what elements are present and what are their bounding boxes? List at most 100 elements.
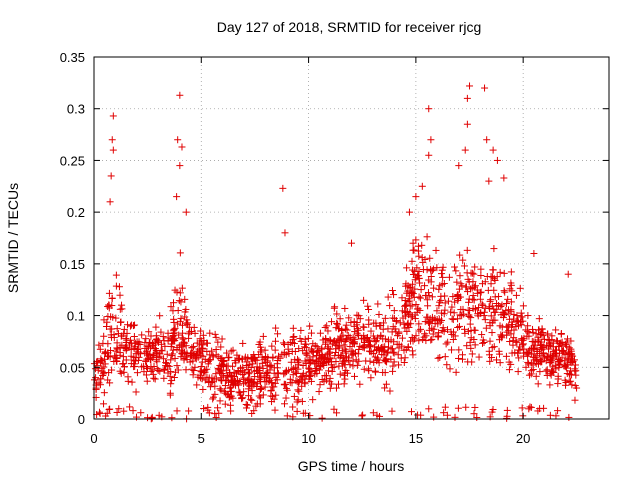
data-point <box>240 388 248 396</box>
data-point <box>408 257 416 265</box>
data-point <box>120 368 128 376</box>
data-point <box>355 312 363 320</box>
data-point <box>177 314 185 322</box>
data-point <box>423 266 431 274</box>
data-point <box>423 296 431 304</box>
data-point <box>131 321 139 329</box>
data-point <box>176 91 184 99</box>
data-point <box>170 318 178 326</box>
data-point <box>109 146 117 154</box>
data-point <box>349 350 357 358</box>
data-point <box>318 376 326 384</box>
data-point <box>306 322 314 330</box>
data-point <box>471 282 479 290</box>
data-point <box>175 331 183 339</box>
data-point <box>260 373 268 381</box>
data-point <box>152 339 160 347</box>
data-point <box>217 343 225 351</box>
data-point <box>316 362 324 370</box>
data-point <box>179 343 187 351</box>
data-point <box>461 329 469 337</box>
data-point <box>486 297 494 305</box>
data-point <box>534 380 542 388</box>
data-point <box>201 368 209 376</box>
data-point <box>104 376 112 384</box>
data-point <box>353 361 361 369</box>
data-point <box>546 381 554 389</box>
data-point <box>402 346 410 354</box>
data-point <box>108 136 116 144</box>
data-point <box>289 403 297 411</box>
data-point <box>256 394 264 402</box>
data-point <box>410 246 418 254</box>
data-point <box>490 245 498 253</box>
data-point <box>127 346 135 354</box>
data-point <box>244 401 252 409</box>
data-point <box>386 302 394 310</box>
data-point <box>441 403 449 411</box>
data-point <box>247 354 255 362</box>
data-point <box>485 303 493 311</box>
data-point <box>510 334 518 342</box>
data-point <box>218 335 226 343</box>
data-point <box>347 319 355 327</box>
data-point <box>324 345 332 353</box>
data-point <box>506 337 514 345</box>
data-point <box>465 311 473 319</box>
data-point <box>533 346 541 354</box>
data-point <box>409 239 417 247</box>
data-point <box>262 370 270 378</box>
data-point <box>152 356 160 364</box>
data-point <box>554 407 562 415</box>
data-point <box>337 336 345 344</box>
data-point <box>331 303 339 311</box>
data-point <box>345 356 353 364</box>
data-point <box>475 353 483 361</box>
data-point <box>454 291 462 299</box>
data-points <box>90 82 581 423</box>
data-point <box>324 327 332 335</box>
data-point <box>199 341 207 349</box>
data-point <box>468 350 476 358</box>
data-point <box>476 295 484 303</box>
data-point <box>181 348 189 356</box>
data-point <box>208 347 216 355</box>
data-point <box>456 272 464 280</box>
data-point <box>562 378 570 386</box>
data-point <box>148 414 156 422</box>
data-point <box>127 360 135 368</box>
x-tick-labels: 0 5 10 15 20 <box>90 431 530 446</box>
data-point <box>133 345 141 353</box>
data-point <box>295 345 303 353</box>
data-point <box>426 254 434 262</box>
data-point <box>290 364 298 372</box>
data-point <box>527 359 535 367</box>
data-point <box>417 294 425 302</box>
data-point <box>341 304 349 312</box>
data-point <box>216 397 224 405</box>
data-point <box>415 327 423 335</box>
data-point <box>99 339 107 347</box>
data-point <box>214 338 222 346</box>
data-point <box>441 292 449 300</box>
data-point <box>529 328 537 336</box>
data-point <box>274 357 282 365</box>
data-point <box>214 365 222 373</box>
data-point <box>282 380 290 388</box>
data-point <box>355 345 363 353</box>
data-point <box>102 412 110 420</box>
data-point <box>407 408 415 416</box>
data-point <box>481 84 489 92</box>
data-point <box>487 312 495 320</box>
data-point <box>338 359 346 367</box>
data-point <box>401 302 409 310</box>
data-point <box>498 301 506 309</box>
data-point <box>466 82 474 90</box>
data-point <box>463 246 471 254</box>
data-point <box>268 398 276 406</box>
data-point <box>379 325 387 333</box>
data-point <box>425 151 433 159</box>
data-point <box>295 357 303 365</box>
data-point <box>459 256 467 264</box>
data-point <box>258 384 266 392</box>
